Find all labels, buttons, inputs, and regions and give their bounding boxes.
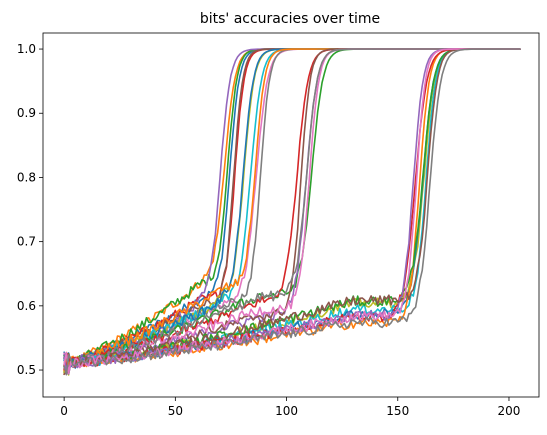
x-tick-label: 150 xyxy=(386,404,409,418)
x-tick-label: 50 xyxy=(168,404,183,418)
x-tick-label: 100 xyxy=(275,404,298,418)
plot-frame xyxy=(42,32,540,398)
y-tick-label: 1.0 xyxy=(17,42,36,56)
y-axis: 0.5 0.6 0.7 0.8 0.9 1.0 xyxy=(17,42,43,377)
y-tick-label: 0.5 xyxy=(17,363,36,377)
series-line xyxy=(63,48,521,376)
y-tick-label: 0.7 xyxy=(17,235,36,249)
series-layer xyxy=(63,48,521,376)
x-axis: 0 50 100 150 200 xyxy=(60,397,520,418)
y-tick-label: 0.9 xyxy=(17,106,36,120)
y-tick-label: 0.6 xyxy=(17,299,36,313)
y-tick-label: 0.8 xyxy=(17,170,36,184)
x-tick-label: 0 xyxy=(60,404,68,418)
chart-title: bits' accuracies over time xyxy=(200,11,380,27)
x-tick-label: 200 xyxy=(498,404,521,418)
series-line xyxy=(63,48,521,375)
